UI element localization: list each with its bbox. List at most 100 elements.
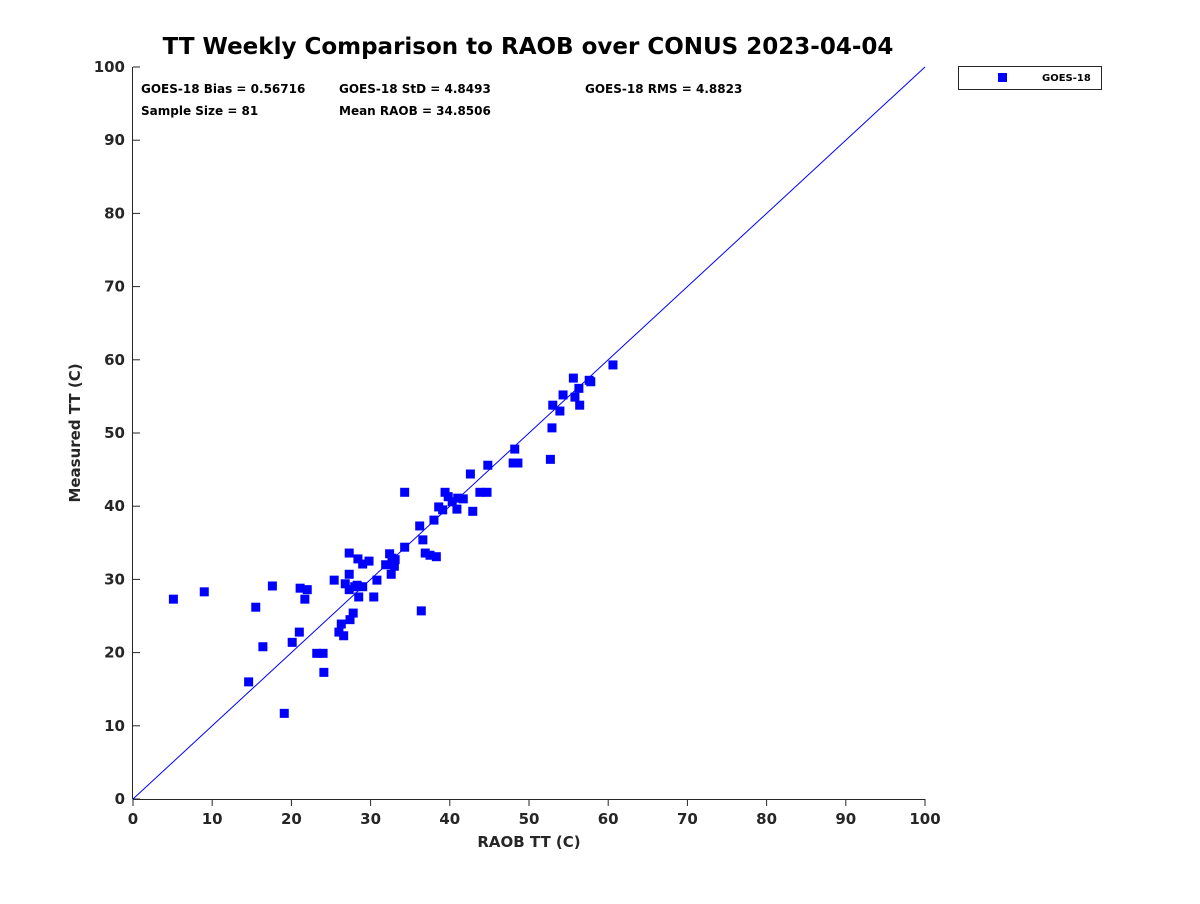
data-point (312, 648, 322, 658)
data-point (352, 580, 362, 590)
data-point (354, 592, 364, 602)
data-point (295, 583, 305, 593)
data-point (416, 606, 426, 616)
data-point (570, 392, 580, 402)
y-tick-label: 100 (94, 58, 125, 76)
sample-size-annotation: Sample Size = 81 (141, 104, 258, 118)
x-tick-label: 20 (281, 810, 302, 828)
data-point (608, 360, 618, 370)
data-point (390, 555, 400, 565)
data-point (547, 423, 557, 433)
data-point (400, 487, 410, 497)
data-point (389, 561, 399, 571)
data-point (400, 542, 410, 552)
data-point (279, 708, 289, 718)
data-point (420, 548, 430, 558)
data-point (300, 594, 310, 604)
std-annotation: GOES-18 StD = 4.8493 (339, 82, 491, 96)
rms-annotation: GOES-18 RMS = 4.8823 (585, 82, 742, 96)
data-point (372, 575, 382, 585)
data-point (334, 627, 344, 637)
y-tick-label: 20 (104, 644, 125, 662)
x-tick-label: 50 (519, 810, 540, 828)
data-point (468, 506, 478, 516)
data-point (344, 585, 354, 595)
y-tick-label: 30 (104, 570, 125, 588)
data-point (575, 400, 585, 410)
data-point (348, 608, 358, 618)
data-point (364, 556, 374, 566)
y-tick-label: 70 (104, 278, 125, 296)
data-point (568, 373, 578, 383)
data-point (418, 535, 428, 545)
data-point (287, 637, 297, 647)
chart-title: TT Weekly Comparison to RAOB over CONUS … (163, 34, 894, 60)
data-point (344, 569, 354, 579)
data-point (586, 377, 596, 387)
data-point (336, 619, 346, 629)
data-point (381, 560, 391, 570)
data-point (318, 648, 328, 658)
y-tick-label: 80 (104, 204, 125, 222)
mean-raob-annotation: Mean RAOB = 34.8506 (339, 104, 491, 118)
data-point (548, 400, 558, 410)
data-point (513, 458, 523, 468)
bias-annotation: GOES-18 Bias = 0.56716 (141, 82, 305, 96)
x-tick-label: 0 (128, 810, 138, 828)
x-tick-label: 90 (835, 810, 856, 828)
x-tick-label: 10 (202, 810, 223, 828)
stats-annotations: GOES-18 Bias = 0.56716 GOES-18 StD = 4.8… (141, 82, 742, 118)
data-point (369, 592, 379, 602)
data-point (465, 469, 475, 479)
data-point (425, 550, 435, 560)
data-point (329, 575, 339, 585)
data-point (258, 642, 268, 652)
x-tick-label: 30 (360, 810, 381, 828)
data-point (452, 504, 462, 514)
data-point (438, 505, 448, 515)
x-tick-label: 70 (677, 810, 698, 828)
data-point (558, 390, 568, 400)
one-to-one-line (132, 66, 926, 800)
data-point (574, 383, 584, 393)
data-point (244, 677, 254, 687)
data-point (168, 594, 178, 604)
y-tick-label: 40 (104, 497, 125, 515)
data-point (458, 494, 468, 504)
y-tick-label: 0 (115, 790, 125, 808)
data-point (251, 602, 261, 612)
data-point (358, 559, 368, 569)
x-axis-label: RAOB TT (C) (477, 833, 580, 851)
data-point (319, 667, 329, 677)
data-point (431, 552, 441, 562)
y-tick-label: 90 (104, 131, 125, 149)
data-point (447, 497, 457, 507)
data-point (340, 579, 350, 589)
x-tick-label: 40 (439, 810, 460, 828)
y-tick-label: 60 (104, 351, 125, 369)
data-point (358, 582, 368, 592)
x-tick-label: 60 (598, 810, 619, 828)
data-point (353, 554, 363, 564)
legend-entry: GOES-18 (1042, 73, 1091, 84)
x-tick-label: 80 (756, 810, 777, 828)
data-point (482, 487, 492, 497)
data-point (415, 521, 425, 531)
legend: GOES-18 (958, 66, 1102, 90)
data-points (168, 360, 618, 718)
data-point (453, 493, 463, 503)
data-point (510, 444, 520, 454)
legend-box (958, 66, 1102, 90)
data-point (386, 569, 396, 579)
data-point (443, 492, 453, 502)
data-point (344, 548, 354, 558)
data-point (555, 406, 565, 416)
data-point (429, 515, 439, 525)
data-point (545, 454, 555, 464)
data-point (267, 581, 277, 591)
data-point (483, 460, 493, 470)
data-point (508, 458, 518, 468)
y-tick-label: 10 (104, 717, 125, 735)
y-tick-label: 50 (104, 424, 125, 442)
